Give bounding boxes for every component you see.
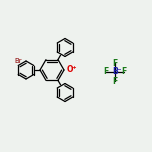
Text: F: F <box>112 59 118 67</box>
Text: F: F <box>103 67 109 76</box>
Text: −: − <box>116 66 121 71</box>
Text: B: B <box>112 67 118 76</box>
Text: F: F <box>112 76 118 85</box>
Text: O: O <box>67 66 73 74</box>
Text: +: + <box>71 65 76 70</box>
Text: Br: Br <box>14 58 22 64</box>
Text: F: F <box>121 67 127 76</box>
